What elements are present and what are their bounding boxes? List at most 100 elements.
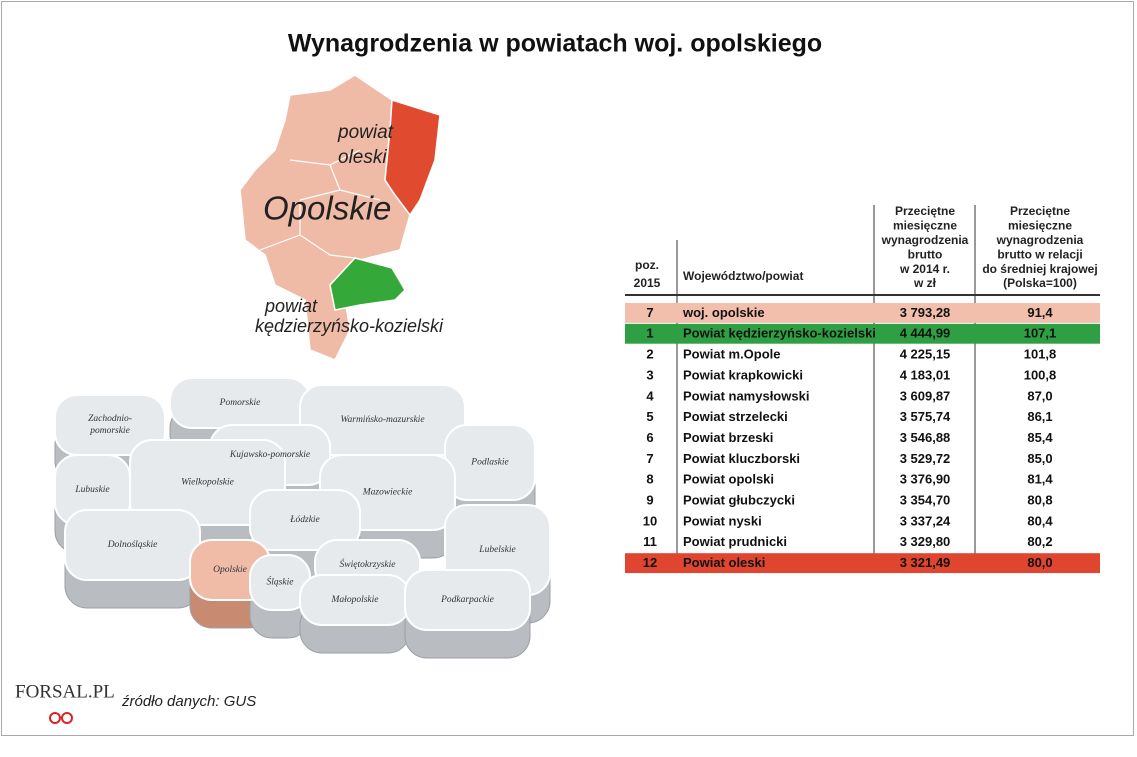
column-header: (Polska=100) [1003,276,1077,290]
table-cell: Powiat namysłowski [683,388,809,403]
table-cell: 8 [646,472,653,487]
region-map [239,74,441,361]
county-kedzierzynsko-kozielski [329,257,406,311]
table-cell: Powiat krapkowicki [683,367,803,382]
table-cell: Powiat kluczborski [683,451,800,466]
table-cell: 2 [646,347,653,362]
region-label: Małopolskie [331,595,379,605]
table-cell: 3 337,24 [900,513,951,528]
region-label: Opolskie [213,565,247,575]
table-cell: 11 [643,534,657,549]
table-cell: Powiat oleski [683,555,765,570]
table-cell: 12 [643,555,657,570]
region-label: Kujawsko-pomorskie [229,450,310,460]
table-cell: 85,0 [1027,451,1052,466]
table-cell: Powiat brzeski [683,430,773,445]
map-label: powiat [337,122,394,143]
table-cell: 3 321,49 [900,555,951,570]
table-cell: Powiat nyski [683,513,762,528]
table-cell: 3 354,70 [900,493,951,508]
region-label: Podkarpackie [440,595,494,605]
table-cell: 3 793,28 [900,305,951,320]
column-header: 2015 [634,276,661,290]
table-cell: 100,8 [1024,367,1057,382]
frame [1,1,1134,736]
table-cell: 101,8 [1024,347,1057,362]
table-cell: 6 [646,430,653,445]
map-label: kędzierzyńsko-kozielski [255,316,444,336]
column-header: Przeciętne [1010,204,1070,218]
table-cell: 81,4 [1027,472,1053,487]
logo-icon [49,712,61,724]
table-cell: Powiat m.Opole [683,347,781,362]
table-cell: 3 609,87 [900,388,951,403]
table-cell: 85,4 [1027,430,1053,445]
region-label: Dolnośląskie [107,540,158,550]
row-highlight [625,303,1100,323]
table-cell: 3 529,72 [900,451,951,466]
table-cell: 4 183,01 [900,367,951,382]
table: poz. 2015 Województwo/powiat Przeciętnemies… [625,204,1100,574]
table-cell: 3 [646,367,653,382]
region-label: Warmińsko-mazurskie [340,415,424,425]
table-cell: Powiat strzelecki [683,409,788,424]
table-cell: Powiat prudnicki [683,534,787,549]
row-highlight [625,553,1100,574]
table-cell: 3 329,80 [900,534,951,549]
table-cell: Powiat głubczycki [683,493,795,508]
table-cell: 3 376,90 [900,472,951,487]
column-header: w zł [913,276,937,290]
region-label: Wielkopolskie [181,478,234,488]
column-header: poz. [635,258,659,272]
column-header: Województwo/powiat [683,269,803,283]
table-cell: 80,0 [1027,555,1052,570]
column-header: w 2014 r. [899,262,950,276]
column-header: brutto w relacji [997,247,1082,261]
table-cell: 7 [646,451,653,466]
logo: FORSAL.PL [15,681,115,702]
column-header: wynagrodzenia [996,233,1084,247]
region-label: Pomorskie [219,398,261,408]
region-label: Mazowieckie [362,488,413,498]
column-header: brutto [908,247,943,261]
table-cell: 4 444,99 [900,326,951,341]
table-cell: 107,1 [1024,326,1057,341]
region-label: Podlaskie [470,458,508,468]
county-borders [259,149,381,259]
table-cell: Powiat opolski [683,472,774,487]
row-highlight [625,323,1100,344]
table-cell: 10 [643,513,657,528]
table-cell: 80,4 [1027,513,1053,528]
region-top [404,569,531,631]
table-cell: Powiat kędzierzyńsko-kozielski [683,326,876,341]
region-label: Lubuskie [74,485,109,495]
region-label: Zachodnio- [88,414,132,424]
column-header: wynagrodzenia [881,233,969,247]
region-label: Łódzkie [289,515,320,525]
table-cell: 7 [646,305,653,320]
table-cell: 80,8 [1027,493,1052,508]
poland-map: Zachodnio-pomorskie Pomorskie Warmińsko-ma… [54,377,551,659]
map-label: oleski [338,147,387,168]
map-label: powiat [264,296,318,316]
table-cell: 1 [646,326,653,341]
table-cell: woj. opolskie [682,305,765,320]
table-cell: 4 225,15 [900,347,951,362]
region-label: Śląskie [267,576,294,588]
region-top [249,489,361,551]
table-cell: 3 546,88 [900,430,951,445]
column-header: miesięczne [1008,219,1072,233]
table-cell: 3 575,74 [900,409,951,424]
table-cell: 9 [646,493,653,508]
title: Wynagrodzenia w powiatach woj. opolskieg… [288,30,822,58]
logo-icon [61,712,73,724]
region-label: pomorskie [89,426,130,436]
county-oleski [384,99,441,217]
table-cell: 87,0 [1027,388,1052,403]
table-cell: 80,2 [1027,534,1052,549]
table-cell: 86,1 [1027,409,1052,424]
region-label: Lubelskie [478,545,515,555]
region-label: Świętokrzyskie [340,558,396,570]
region-top [129,439,286,526]
